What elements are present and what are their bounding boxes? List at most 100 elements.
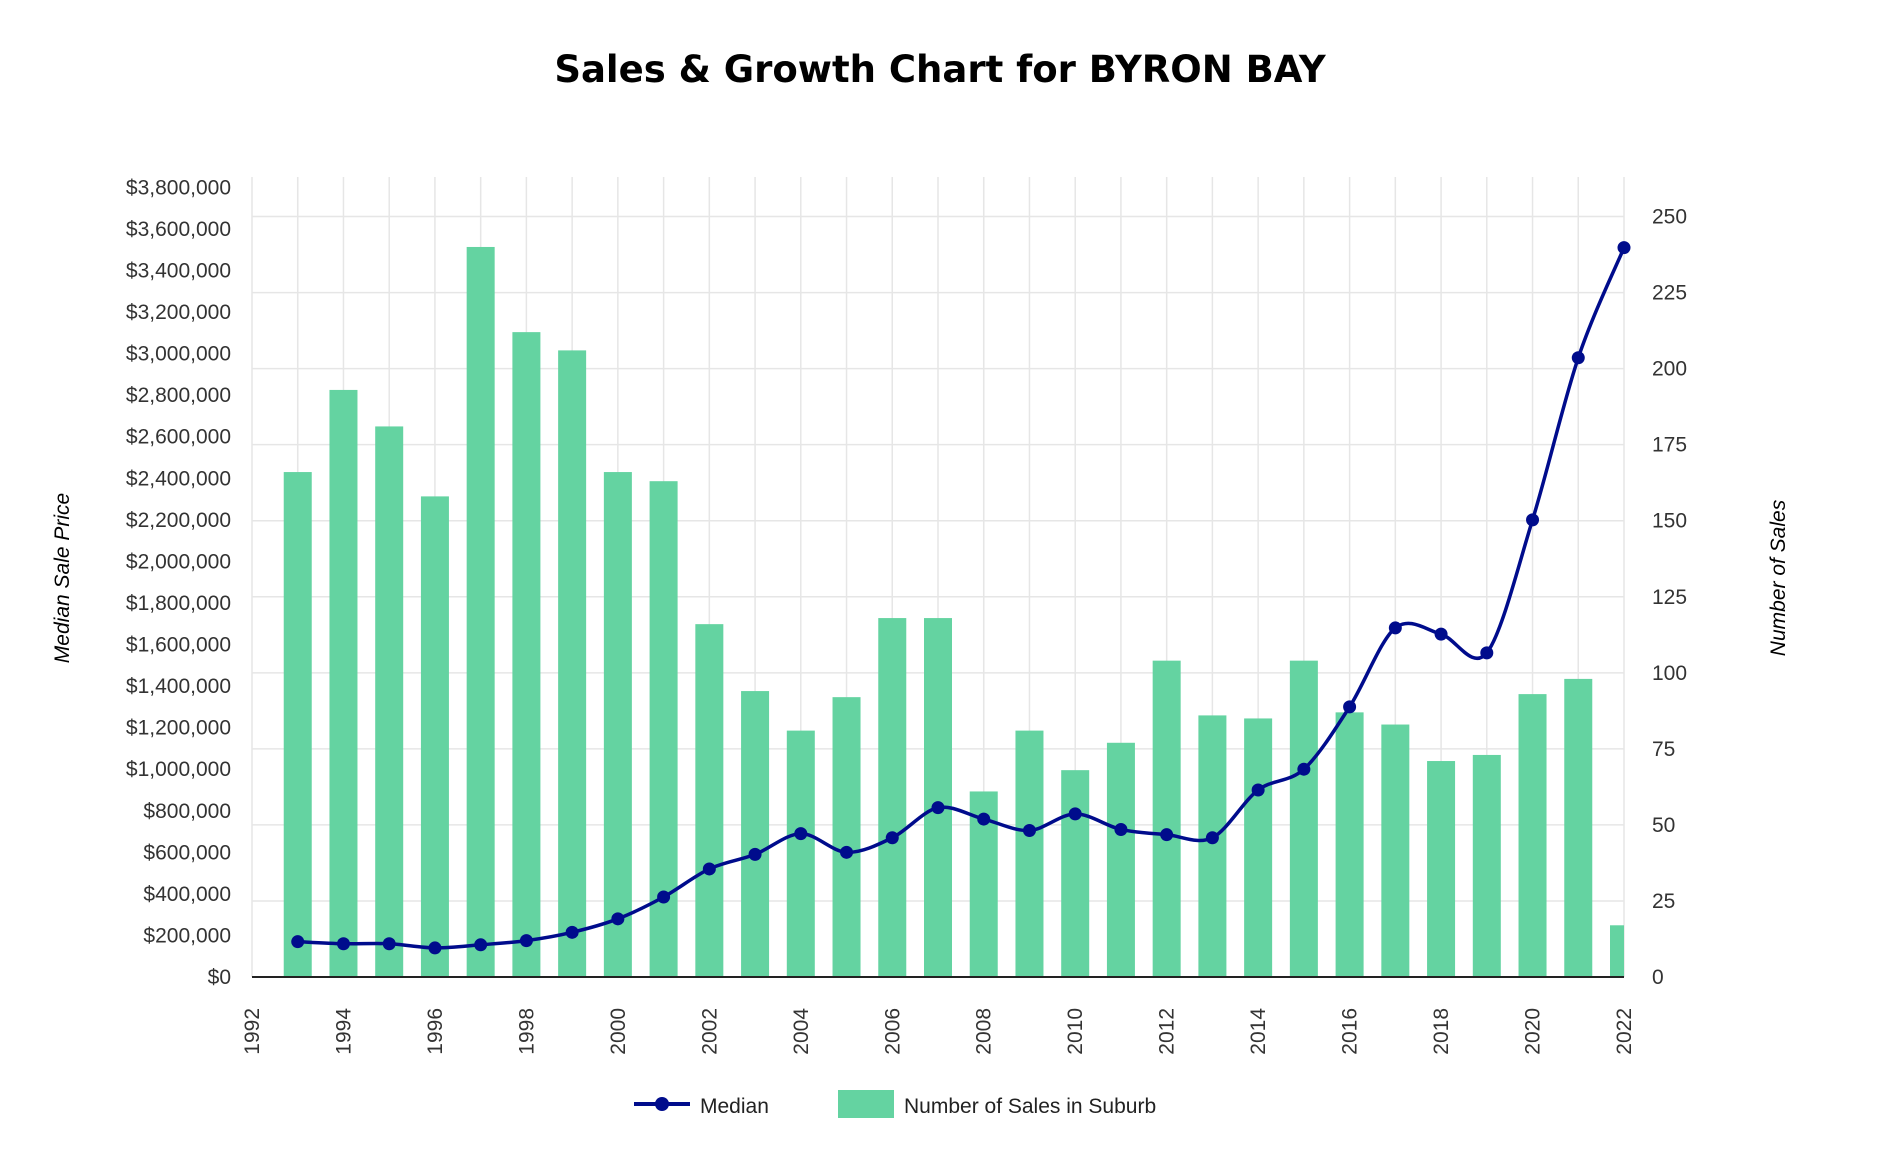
median-point-1999 <box>565 925 579 939</box>
median-point-2006 <box>885 831 899 845</box>
x-tick-label: 2006 <box>881 1008 904 1055</box>
median-line <box>297 246 1626 950</box>
bar-2017 <box>1381 724 1410 977</box>
x-tick-label: 2016 <box>1339 1008 1362 1055</box>
legend-label-median: Median <box>700 1095 769 1118</box>
bar-1995 <box>375 426 404 977</box>
median-point-2009 <box>1022 824 1036 838</box>
y-tick-label-left: $1,000,000 <box>126 758 231 781</box>
bar-2013 <box>1198 715 1227 977</box>
y-tick-label-left: $2,800,000 <box>126 384 231 407</box>
y-tick-label-left: $400,000 <box>143 883 231 906</box>
bar-2007 <box>924 618 952 977</box>
y-tick-label-left: $2,000,000 <box>126 550 231 573</box>
y-tick-label-left: $600,000 <box>143 841 231 864</box>
y-tick-label-left: $2,200,000 <box>126 509 231 532</box>
x-tick-label: 2014 <box>1247 1008 1270 1055</box>
median-point-2018 <box>1434 627 1448 641</box>
x-tick-label: 1992 <box>241 1008 264 1055</box>
bars-series <box>283 246 1624 978</box>
y-tick-label-left: $1,600,000 <box>126 634 231 657</box>
y-tick-label-right: 25 <box>1652 890 1675 913</box>
y-tick-label-left: $2,400,000 <box>126 467 231 490</box>
bar-2004 <box>786 730 815 977</box>
bar-2006 <box>878 618 907 977</box>
x-tick-label: 2020 <box>1522 1008 1545 1055</box>
median-point-2015 <box>1297 762 1311 776</box>
median-line-series <box>291 241 1631 955</box>
median-point-2002 <box>702 862 716 876</box>
y-tick-label-right: 175 <box>1652 434 1687 457</box>
x-tick-label: 2012 <box>1156 1008 1179 1055</box>
x-tick-label: 2008 <box>973 1008 996 1055</box>
median-point-1995 <box>382 937 396 951</box>
bar-1993 <box>283 472 312 977</box>
x-tick-label: 2002 <box>698 1008 721 1055</box>
legend: Median Number of Sales in Suburb <box>634 1090 1156 1118</box>
median-point-2016 <box>1343 700 1357 714</box>
y-tick-label-left: $1,800,000 <box>126 592 231 615</box>
y-tick-label-right: 125 <box>1652 586 1687 609</box>
median-point-2005 <box>840 845 854 859</box>
x-tick-label: 2000 <box>607 1008 630 1055</box>
x-tick-label: 2010 <box>1064 1008 1087 1055</box>
bar-2019 <box>1472 754 1501 977</box>
x-tick-label: 1996 <box>424 1008 447 1055</box>
bar-2021 <box>1564 678 1593 977</box>
legend-marker-swatch <box>655 1097 669 1111</box>
y-tick-label-left: $3,400,000 <box>126 260 231 283</box>
y-axis-title-right: Number of Sales <box>1767 499 1790 656</box>
bar-2000 <box>603 472 632 977</box>
median-point-2021 <box>1571 351 1585 365</box>
median-point-2020 <box>1526 513 1540 527</box>
median-point-1993 <box>291 935 305 949</box>
x-tick-label: 2004 <box>790 1008 813 1055</box>
x-tick-label: 1998 <box>515 1008 538 1055</box>
legend-item-median[interactable]: Median <box>634 1095 769 1118</box>
median-point-2017 <box>1388 621 1402 635</box>
bar-1997 <box>466 246 495 977</box>
tick-labels: $0 $200,000 $400,000 $600,000 $800,000 $1,000… <box>126 176 1687 1054</box>
bar-1999 <box>558 350 587 977</box>
bar-2003 <box>741 691 770 977</box>
y-tick-label-right: 150 <box>1652 510 1687 533</box>
median-point-2014 <box>1251 783 1265 797</box>
y-tick-label-left: $800,000 <box>143 800 231 823</box>
bar-2015 <box>1289 660 1318 977</box>
median-point-1997 <box>474 938 488 952</box>
y-tick-label-left: $0 <box>208 966 231 989</box>
median-point-2013 <box>1205 831 1219 845</box>
median-point-2011 <box>1114 822 1128 836</box>
y-tick-label-left: $1,400,000 <box>126 675 231 698</box>
median-point-2007 <box>931 801 945 815</box>
y-tick-label-right: 250 <box>1652 206 1687 229</box>
median-point-2001 <box>657 890 671 904</box>
bar-1994 <box>329 389 358 978</box>
y-tick-label-right: 200 <box>1652 358 1687 381</box>
y-tick-label-right: 0 <box>1652 966 1664 989</box>
y-tick-label-right: 75 <box>1652 738 1675 761</box>
bar-2005 <box>832 697 861 977</box>
median-point-2003 <box>748 847 762 861</box>
x-tick-label: 2018 <box>1430 1008 1453 1055</box>
chart-title: Sales & Growth Chart for BYRON BAY <box>554 48 1326 91</box>
y-tick-label-left: $3,000,000 <box>126 343 231 366</box>
y-axis-title-left: Median Sale Price <box>51 493 74 663</box>
x-tick-label: 1994 <box>332 1008 355 1055</box>
bar-2011 <box>1106 742 1135 977</box>
y-tick-label-right: 225 <box>1652 282 1687 305</box>
median-point-2000 <box>611 912 625 926</box>
y-tick-label-left: $3,200,000 <box>126 301 231 324</box>
legend-item-sales[interactable]: Number of Sales in Suburb <box>838 1090 1156 1118</box>
bar-2020 <box>1518 694 1547 977</box>
y-tick-label-left: $1,200,000 <box>126 717 231 740</box>
bar-1998 <box>512 332 541 978</box>
x-tick-label: 2022 <box>1613 1008 1636 1055</box>
median-point-1996 <box>428 941 442 955</box>
y-tick-label-right: 100 <box>1652 662 1687 685</box>
y-tick-label-left: $2,600,000 <box>126 426 231 449</box>
bar-2009 <box>1015 730 1044 977</box>
median-point-2022 <box>1617 241 1631 255</box>
bar-2014 <box>1244 718 1273 977</box>
